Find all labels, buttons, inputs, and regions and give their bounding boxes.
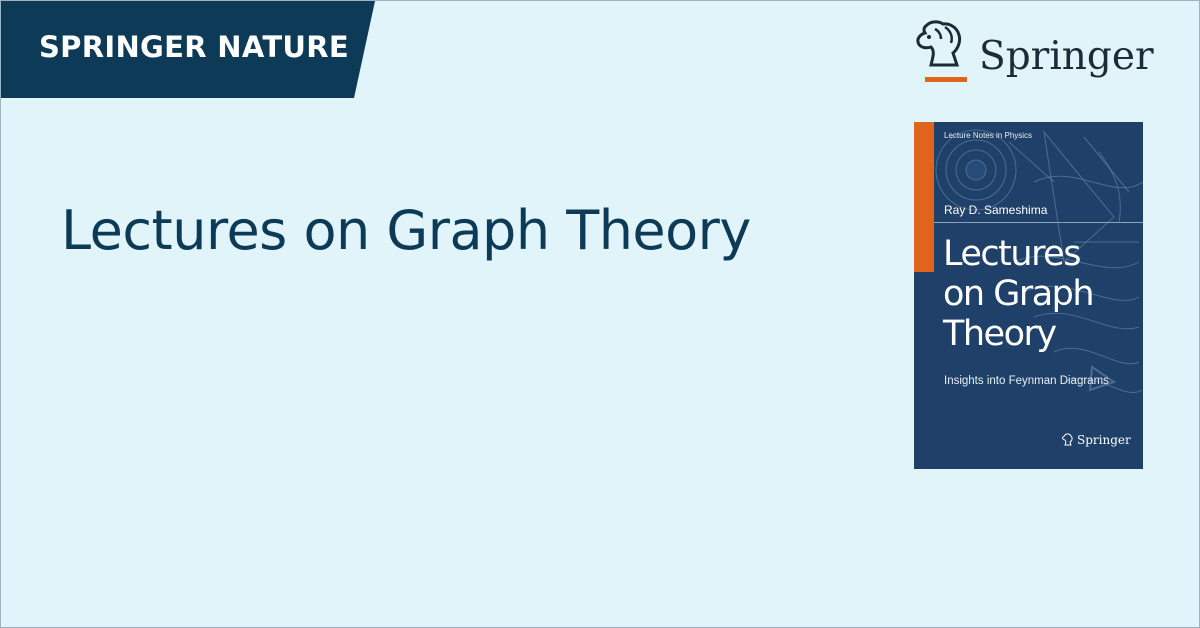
cover-divider	[934, 222, 1143, 223]
cover-publisher-label: Springer	[1077, 433, 1131, 447]
page-title: Lectures on Graph Theory	[61, 199, 751, 262]
cover-series: Lecture Notes in Physics	[944, 131, 1033, 140]
cover-author: Ray D. Sameshima	[944, 203, 1048, 217]
brand-banner: SPRINGER NATURE	[1, 1, 375, 98]
springer-horse-icon	[916, 20, 967, 82]
springer-horse-icon	[1062, 433, 1073, 446]
cover-publisher: Springer	[1062, 433, 1131, 447]
cover-subtitle: Insights into Feynman Diagrams	[944, 375, 1109, 387]
cover-title-line: Lectures	[943, 234, 1081, 274]
cover-orange-stripe	[914, 122, 934, 272]
cover-artwork	[935, 129, 1143, 393]
springer-wordmark: Springer	[979, 34, 1154, 79]
cover-title-line: on Graph	[943, 274, 1095, 314]
brand-banner-shape	[1, 1, 375, 98]
cover-title-line: Theory	[943, 314, 1057, 354]
book-cover[interactable]: Lecture Notes in Physics Ray D. Sameshim…	[914, 122, 1143, 469]
springer-logo: Springer	[913, 19, 1154, 89]
brand-name: SPRINGER NATURE	[39, 30, 350, 64]
cover-title: Lectures on Graph Theory	[943, 234, 1095, 354]
